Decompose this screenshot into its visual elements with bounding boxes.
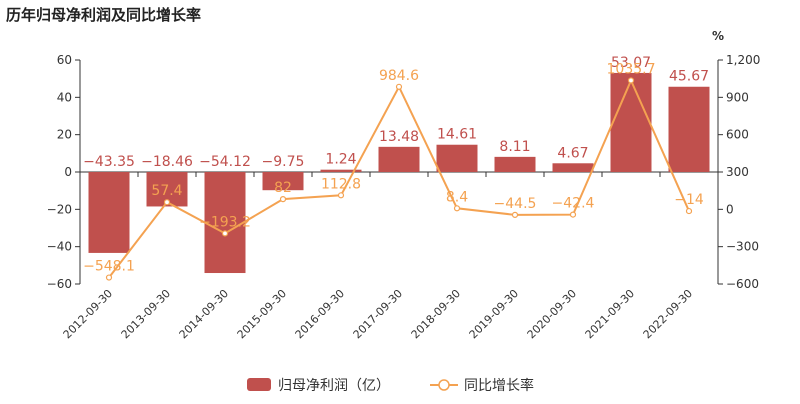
line-point: [163, 199, 171, 206]
bar: [552, 163, 594, 172]
right-tick-label: −300: [726, 240, 759, 254]
right-tick-label: 1,200: [726, 53, 760, 67]
line-value-label: −14: [674, 192, 704, 208]
growth-line: [108, 77, 690, 279]
line-value-label: 8.4: [446, 189, 468, 205]
chart-title: 历年归母净利润及同比增长率: [6, 6, 202, 24]
x-tick-label: 2015-09-30: [235, 287, 289, 341]
bar: [204, 172, 246, 274]
bar-value-label: 45.67: [669, 69, 709, 85]
line-value-label: 984.6: [379, 68, 419, 84]
left-tick-label: −20: [47, 202, 72, 216]
left-tick-label: −60: [47, 277, 72, 291]
right-tick-label: 600: [726, 128, 749, 142]
line-point: [569, 211, 577, 218]
line-value-label: 57.4: [151, 183, 182, 199]
line-value-label: 112.8: [321, 176, 361, 192]
left-tick-label: 20: [57, 128, 72, 142]
legend-bar-swatch: [247, 378, 271, 391]
line-point: [685, 207, 693, 215]
line-value-label: −548.1: [83, 259, 135, 275]
x-tick-label: 2017-09-30: [351, 287, 405, 341]
line-value-label: 1035.7: [607, 61, 656, 77]
line-point: [105, 274, 113, 281]
bar: [378, 146, 420, 172]
left-tick-label: 0: [64, 165, 72, 179]
line-point: [511, 211, 519, 218]
bar-value-label: −9.75: [262, 154, 305, 170]
x-tick-label: 2014-09-30: [177, 287, 231, 341]
bar: [88, 172, 130, 253]
labels-layer: −43.35 −18.46 −54.12 −9.75 1.24 13.48 14.61 8.1…: [83, 55, 709, 275]
right-tick-label: 900: [726, 90, 749, 104]
bar-value-label: 14.61: [437, 127, 477, 143]
bar-value-label: 13.48: [379, 129, 419, 145]
line-point: [221, 230, 229, 237]
bar-value-label: 1.24: [325, 152, 356, 168]
x-tick-label: 2018-09-30: [409, 287, 463, 341]
line-point: [627, 77, 635, 84]
right-tick-label: 0: [726, 202, 734, 216]
x-tick-label: 2016-09-30: [293, 287, 347, 341]
bar: [668, 86, 710, 172]
legend-line-marker: [438, 379, 450, 391]
line-point: [337, 192, 345, 199]
legend-bar-label: 归母净利润（亿）: [278, 377, 390, 394]
bar-value-label: −54.12: [199, 154, 251, 170]
left-tick-label: 40: [57, 90, 72, 104]
legend-line-label: 同比增长率: [464, 377, 534, 394]
x-tick-label: 2022-09-30: [641, 287, 695, 341]
line-point: [279, 196, 287, 203]
bar-value-label: −43.35: [83, 154, 135, 170]
bar: [436, 144, 478, 172]
left-tick-label: 60: [57, 53, 72, 67]
bar-value-label: 4.67: [557, 145, 588, 161]
right-tick-label: −600: [726, 277, 759, 291]
line-value-label: −44.5: [494, 196, 537, 212]
line-layer: [105, 77, 693, 281]
right-tick-label: 300: [726, 165, 749, 179]
x-tick-label: 2013-09-30: [119, 287, 173, 341]
line-value-label: 82: [274, 180, 292, 196]
x-tick-label: 2020-09-30: [525, 287, 579, 341]
left-tick-label: −40: [47, 240, 72, 254]
bar: [494, 156, 536, 172]
line-value-label: −193.2: [199, 214, 251, 230]
bar: [610, 72, 652, 172]
line-value-label: −42.4: [552, 196, 595, 212]
legend-layer: 归母净利润（亿） 同比增长率: [247, 377, 534, 394]
bars-layer: [88, 72, 710, 274]
x-tick-label: 2012-09-30: [61, 287, 115, 341]
x-tick-label: 2019-09-30: [467, 287, 521, 341]
bar-value-label: 8.11: [499, 139, 530, 155]
bar-value-label: 53.07: [611, 55, 651, 71]
bar: [320, 169, 362, 172]
line-point: [395, 83, 403, 90]
x-tick-label: 2021-09-30: [583, 287, 637, 341]
right-axis-unit: %: [712, 29, 724, 43]
line-point: [453, 205, 461, 212]
bar-value-label: −18.46: [141, 154, 193, 170]
bar: [262, 172, 304, 191]
